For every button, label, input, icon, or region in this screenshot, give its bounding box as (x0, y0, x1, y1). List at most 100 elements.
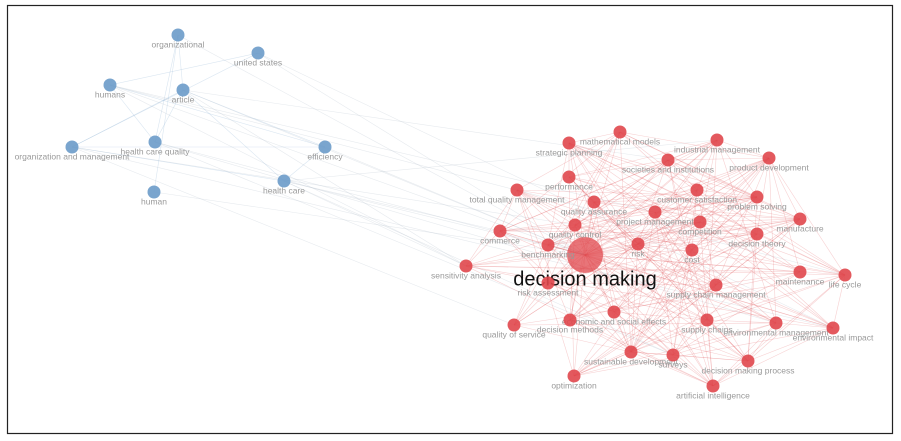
edge (516, 131, 621, 191)
node-label: efficiency (307, 151, 343, 161)
edge (465, 189, 518, 267)
edge (584, 254, 834, 329)
node (541, 276, 555, 290)
edge (706, 139, 718, 321)
node (793, 265, 807, 279)
edge (584, 218, 801, 256)
edge (568, 142, 758, 198)
edge (619, 131, 834, 329)
node-label: quality of service (482, 329, 546, 339)
edge (569, 319, 632, 353)
edge (619, 131, 770, 159)
edge (283, 139, 718, 182)
edge (699, 218, 801, 223)
node (793, 212, 807, 226)
node-label: decision theory (728, 238, 786, 248)
edge (513, 131, 621, 326)
edge (654, 211, 674, 356)
edge (691, 196, 758, 251)
edge (547, 221, 701, 284)
edge (584, 254, 777, 324)
node-label: industrial management (674, 144, 761, 154)
edge (569, 221, 701, 321)
edge (499, 196, 758, 232)
edge (71, 146, 285, 182)
node (568, 218, 582, 232)
node-label: sustainable development (584, 356, 679, 366)
node-label: surveys (658, 359, 687, 369)
edge (499, 230, 632, 353)
edge (699, 221, 758, 235)
edge (613, 157, 770, 313)
edge (568, 176, 701, 223)
edge (699, 139, 718, 223)
edge (573, 271, 801, 377)
edge (516, 189, 571, 321)
edge (516, 189, 758, 198)
edge (630, 351, 749, 362)
node-label: supply chains (681, 324, 733, 334)
edge (619, 131, 801, 273)
edge (573, 249, 693, 377)
node (750, 190, 764, 204)
edge (715, 271, 801, 286)
edge (696, 139, 718, 191)
edge (465, 265, 801, 273)
edge (568, 142, 801, 220)
edge (513, 322, 777, 326)
edge (568, 142, 758, 235)
edge (71, 146, 834, 329)
node (613, 125, 627, 139)
edge (71, 89, 184, 148)
edge (465, 243, 639, 267)
node (826, 321, 840, 335)
edge (630, 351, 674, 356)
edge (499, 230, 708, 321)
edge (630, 243, 639, 353)
edge (630, 157, 770, 353)
edge (499, 224, 576, 232)
edge (109, 84, 586, 256)
edge (154, 141, 586, 256)
edge (574, 157, 770, 226)
edge (499, 159, 669, 232)
edge (465, 254, 586, 267)
edge (747, 327, 834, 362)
node-label: article (172, 94, 195, 104)
node (567, 237, 603, 273)
edge (667, 159, 714, 387)
edge (747, 233, 758, 362)
edge (182, 89, 467, 267)
node-label: benchmarking (521, 249, 575, 259)
node-label: organizational (152, 39, 205, 49)
edge (768, 157, 801, 220)
edge (593, 189, 698, 203)
node-label: strategic planning (536, 147, 603, 157)
edge (182, 89, 326, 148)
node-label: customer satisfaction (657, 194, 737, 204)
edge (71, 52, 259, 148)
node (562, 170, 576, 184)
edge (573, 327, 834, 377)
node-label: cost (684, 254, 700, 264)
edge (667, 159, 698, 191)
node-label: product development (729, 162, 809, 172)
node-label: total quality management (470, 194, 566, 204)
edge (547, 282, 708, 321)
edge (499, 139, 718, 232)
node-label: manufacture (776, 223, 824, 233)
edge (569, 319, 749, 362)
edge (499, 230, 549, 246)
node (176, 83, 190, 97)
edge (630, 249, 693, 353)
edge (584, 159, 669, 256)
edge (637, 139, 718, 245)
node (750, 227, 764, 241)
edge (584, 254, 717, 286)
node-label: sensitivity analysis (431, 270, 501, 280)
edge (154, 141, 674, 356)
edge (547, 221, 701, 246)
edge (630, 284, 717, 353)
edge (569, 319, 714, 387)
